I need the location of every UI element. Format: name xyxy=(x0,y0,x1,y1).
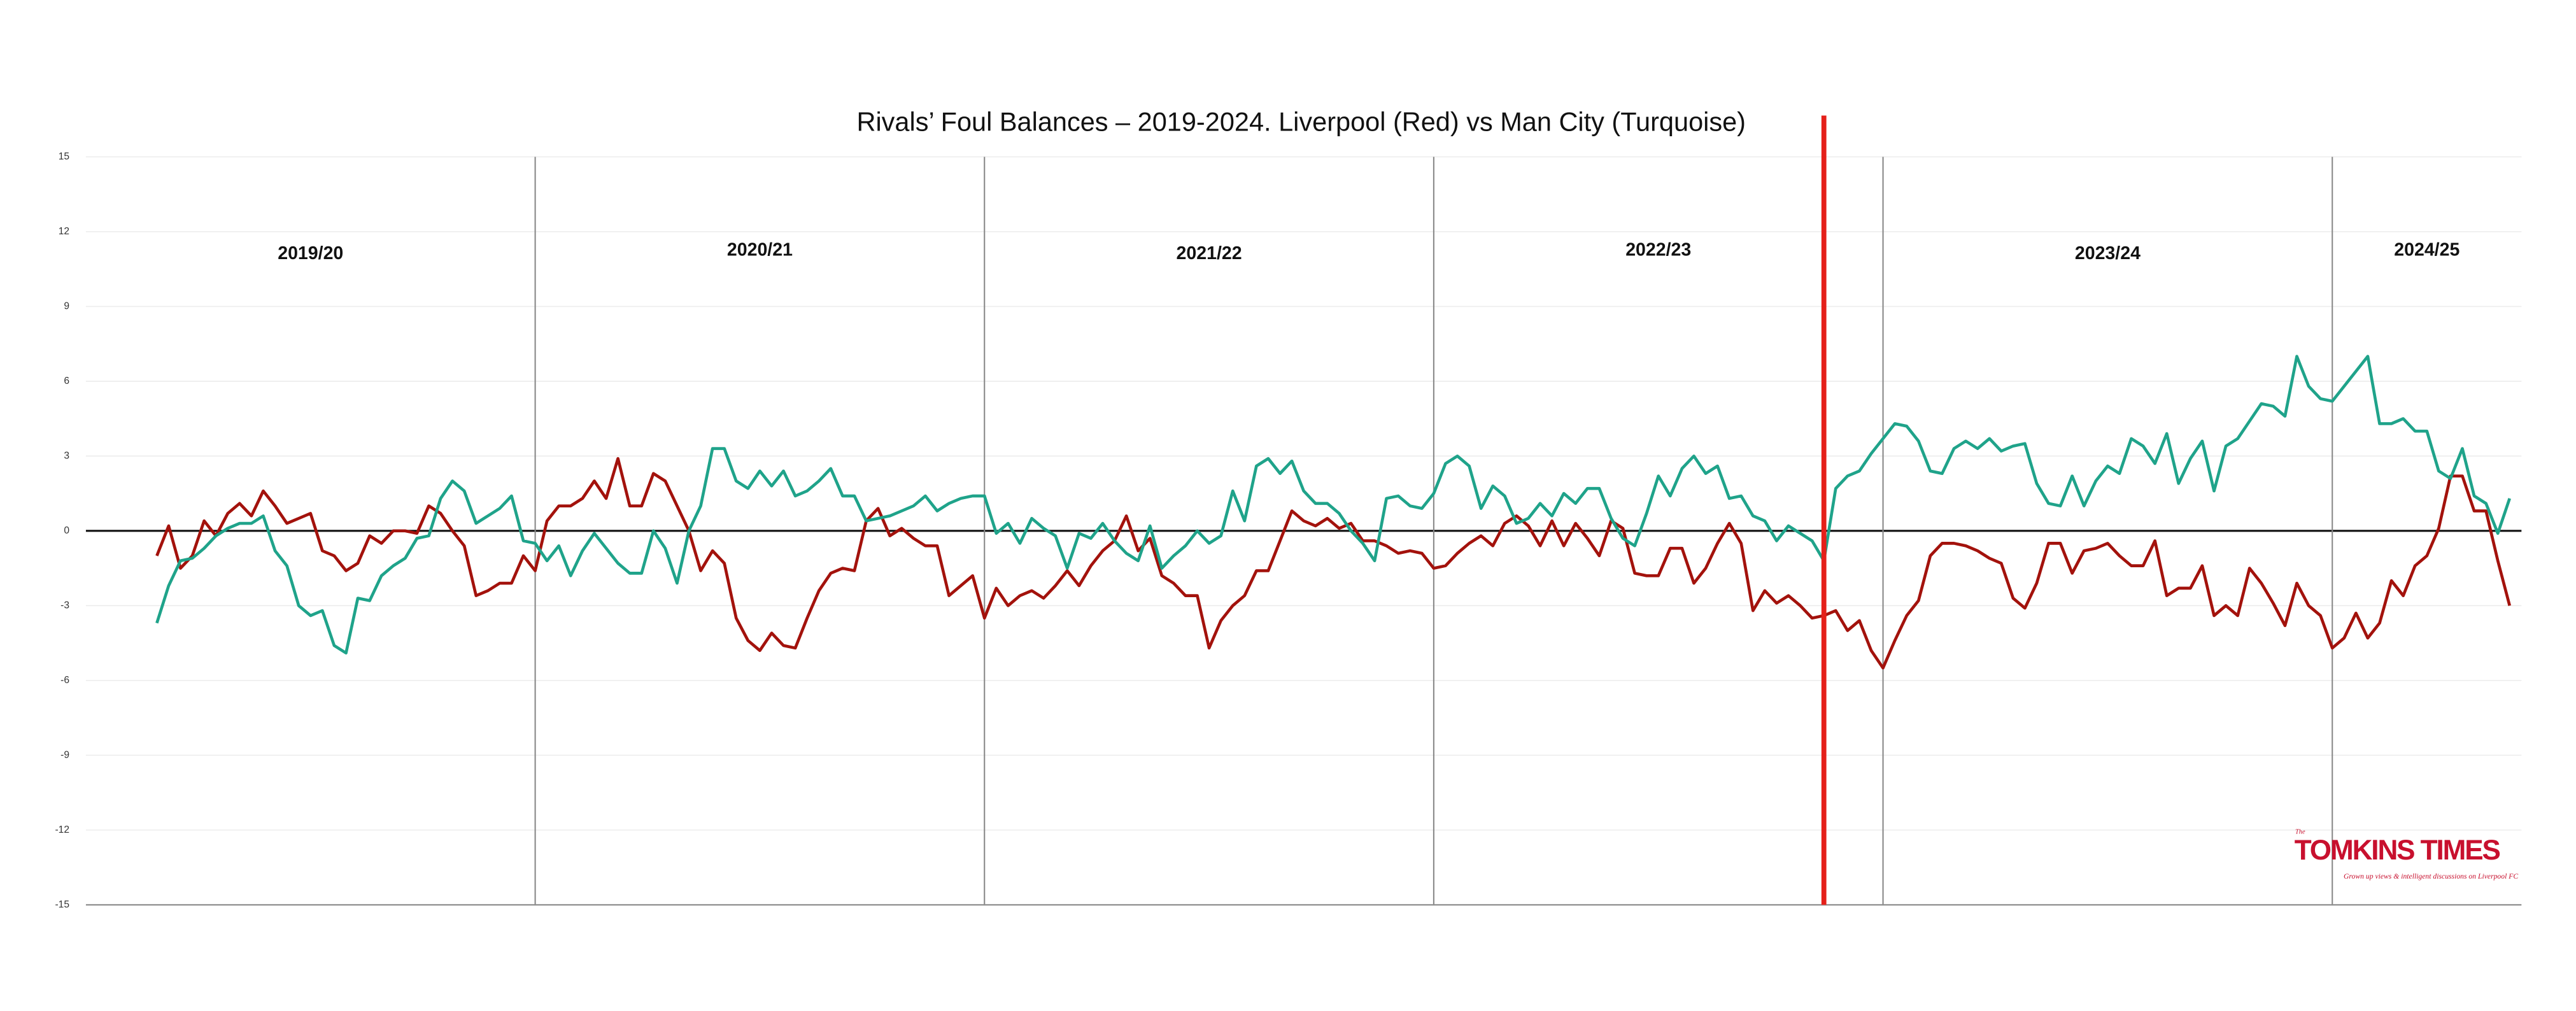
logo: The TOMKINS TIMES Grown up views & intel… xyxy=(2295,828,2519,880)
y-tick-label: -3 xyxy=(60,600,69,611)
y-tick-label: 0 xyxy=(64,525,69,536)
season-label: 2023/24 xyxy=(2075,243,2141,264)
y-tick-label: 15 xyxy=(59,151,69,162)
series-line xyxy=(155,456,2512,670)
y-tick-label: -15 xyxy=(55,899,69,910)
chart-title: Rivals’ Foul Balances – 2019-2024. Liver… xyxy=(856,106,1745,136)
series-line xyxy=(155,355,2511,655)
logo-small: The xyxy=(2295,828,2305,835)
y-tick-label: -12 xyxy=(55,824,69,835)
season-label: 2020/21 xyxy=(727,240,793,260)
y-tick-label: 6 xyxy=(64,376,69,386)
y-tick-label: 9 xyxy=(64,300,69,311)
season-label: 2022/23 xyxy=(1625,240,1691,260)
season-label: 2021/22 xyxy=(1177,243,1242,264)
y-tick-label: -9 xyxy=(60,749,69,760)
logo-name: TOMKINS TIMES xyxy=(2295,835,2501,866)
y-tick-label: 3 xyxy=(64,450,69,461)
y-tick-label: -6 xyxy=(60,675,69,686)
season-label: 2019/20 xyxy=(278,243,343,264)
logo-tagline: Grown up views & intelligent discussions… xyxy=(2344,872,2518,880)
season-label: 2024/25 xyxy=(2394,240,2459,260)
y-tick-label: 12 xyxy=(59,226,69,237)
